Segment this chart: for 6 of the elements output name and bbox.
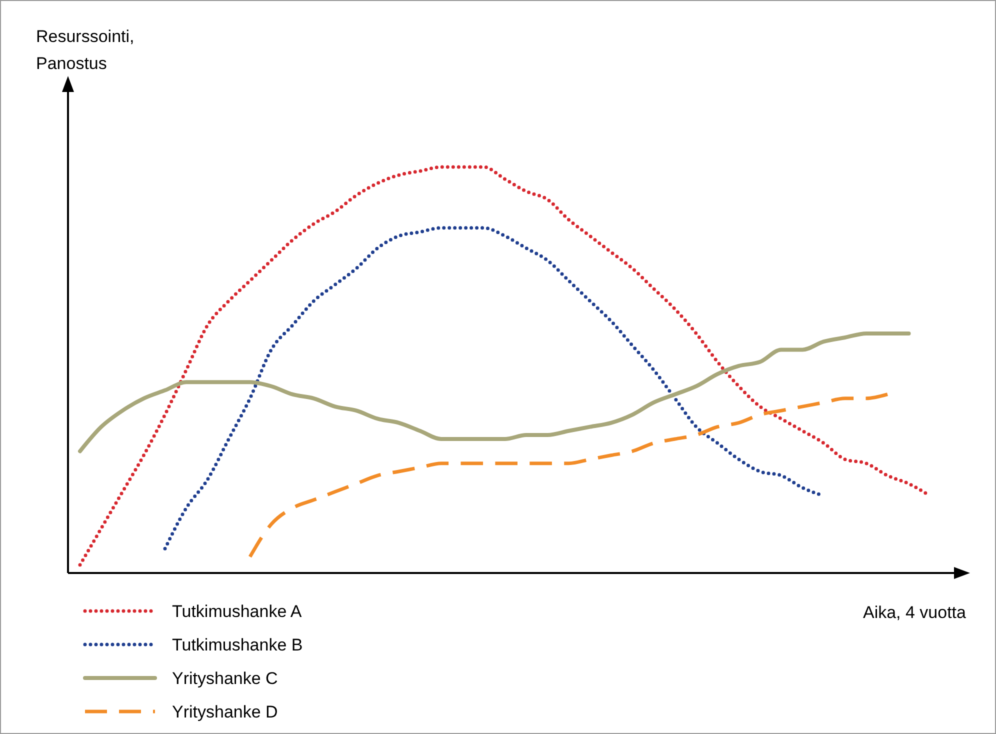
x-axis-title: Aika, 4 vuotta — [862, 603, 967, 622]
legend-label: Yrityshanke D — [172, 702, 278, 722]
text: Resurssointi, Panostus — [36, 27, 134, 73]
legend-label: Tutkimushanke B — [172, 636, 303, 654]
legend-label: Yrityshanke C — [172, 669, 278, 688]
legend-label: Tutkimushanke A — [172, 602, 302, 621]
